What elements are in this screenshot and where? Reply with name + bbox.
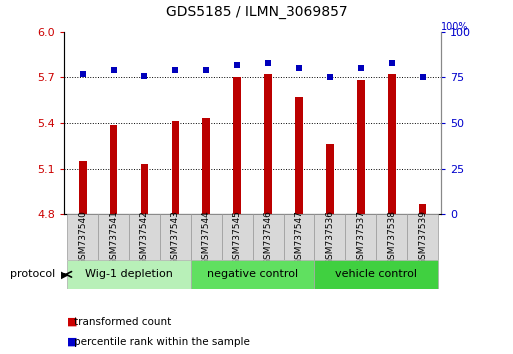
Bar	[233, 78, 241, 214]
Text: GSM737544: GSM737544	[202, 210, 211, 264]
Point	[202, 67, 210, 73]
Bar	[67, 214, 98, 260]
Point	[419, 75, 427, 80]
Text: Wig-1 depletion: Wig-1 depletion	[85, 269, 173, 279]
Bar	[67, 260, 191, 289]
Point	[357, 65, 365, 71]
Bar	[203, 119, 210, 214]
Text: negative control: negative control	[207, 269, 298, 279]
Text: vehicle control: vehicle control	[336, 269, 417, 279]
Text: 100%: 100%	[441, 22, 469, 32]
Text: GSM737538: GSM737538	[387, 210, 396, 265]
Text: percentile rank within the sample: percentile rank within the sample	[74, 337, 250, 347]
Bar	[357, 80, 365, 214]
Bar	[141, 164, 148, 214]
Bar	[253, 214, 284, 260]
Text: ■: ■	[67, 337, 77, 347]
Bar	[222, 214, 253, 260]
Text: GSM737547: GSM737547	[294, 210, 304, 265]
Bar	[388, 74, 396, 214]
Bar	[376, 214, 407, 260]
Bar	[314, 214, 345, 260]
Bar	[264, 74, 272, 214]
Bar	[129, 214, 160, 260]
Bar	[160, 214, 191, 260]
Text: GSM737536: GSM737536	[325, 210, 334, 265]
Bar	[419, 204, 426, 214]
Text: transformed count: transformed count	[74, 317, 172, 327]
Bar	[407, 214, 438, 260]
Text: GSM737542: GSM737542	[140, 210, 149, 264]
Bar	[345, 214, 376, 260]
Text: GSM737537: GSM737537	[357, 210, 365, 265]
Point	[171, 67, 180, 73]
Text: protocol: protocol	[10, 269, 55, 279]
Text: ■: ■	[67, 317, 77, 327]
Bar	[191, 260, 314, 289]
Point	[233, 62, 241, 68]
Point	[109, 67, 117, 73]
Point	[141, 73, 149, 79]
Text: GSM737539: GSM737539	[418, 210, 427, 265]
Point	[78, 71, 87, 76]
Text: GSM737541: GSM737541	[109, 210, 118, 265]
Text: GDS5185 / ILMN_3069857: GDS5185 / ILMN_3069857	[166, 5, 347, 19]
Bar	[171, 121, 179, 214]
Bar	[314, 260, 438, 289]
Text: ▶: ▶	[61, 269, 69, 279]
Text: GSM737546: GSM737546	[264, 210, 272, 265]
Point	[388, 60, 396, 66]
Bar	[284, 214, 314, 260]
Bar	[295, 97, 303, 214]
Bar	[79, 161, 87, 214]
Text: GSM737540: GSM737540	[78, 210, 87, 265]
Text: GSM737545: GSM737545	[233, 210, 242, 265]
Bar	[98, 214, 129, 260]
Bar	[191, 214, 222, 260]
Text: GSM737543: GSM737543	[171, 210, 180, 265]
Point	[326, 75, 334, 80]
Bar	[326, 144, 334, 214]
Point	[295, 65, 303, 71]
Bar	[110, 125, 117, 214]
Point	[264, 60, 272, 66]
